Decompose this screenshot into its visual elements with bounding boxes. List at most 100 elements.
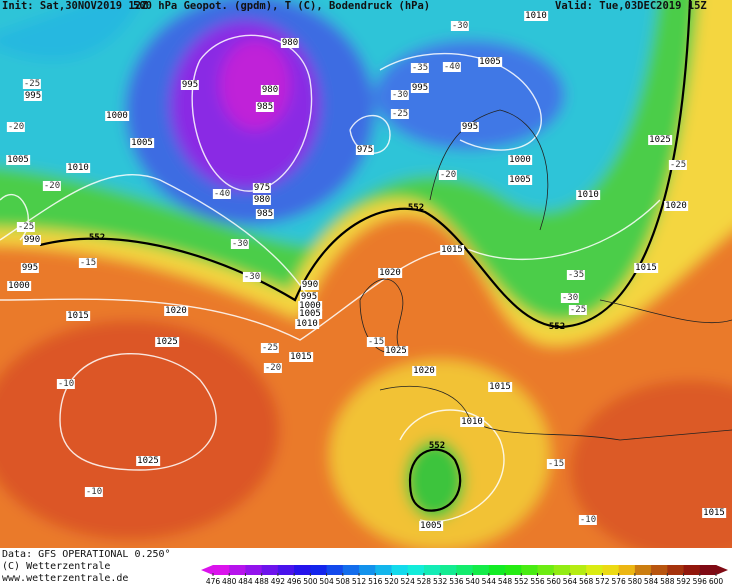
colorbar-label: 572	[595, 577, 610, 586]
isohypse-label: 552	[407, 203, 425, 213]
pressure-label: 1005	[508, 175, 532, 185]
colorbar-swatch	[245, 565, 263, 575]
colorbar-arrow	[201, 565, 213, 575]
isohypse-label: 552	[548, 322, 566, 332]
colorbar-label: 520	[384, 577, 399, 586]
colorbar-label: 508	[336, 577, 351, 586]
pressure-label: 1005	[130, 138, 154, 148]
pressure-label: 995	[180, 80, 200, 90]
temperature-label: -30	[242, 272, 262, 282]
map-title: 500 hPa Geopot. (gpdm), T (C), Bodendruc…	[133, 0, 431, 12]
colorbar-label: 600	[709, 577, 724, 586]
isohypse-label: 552	[428, 441, 446, 451]
temperature-label: -15	[366, 337, 386, 347]
pressure-label: 980	[260, 85, 280, 95]
init-time: Init: Sat,30NOV2019 12Z	[2, 0, 148, 12]
copyright: (C) Wetterzentrale	[2, 561, 111, 572]
colorbar-swatch	[699, 565, 717, 575]
height-field	[0, 0, 732, 548]
colorbar-swatch	[537, 565, 555, 575]
colorbar-label: 496	[287, 577, 302, 586]
isobars	[0, 34, 661, 523]
colorbar-label: 492	[271, 577, 286, 586]
temperature-label: -10	[84, 487, 104, 497]
pressure-label: 1015	[634, 263, 658, 273]
map	[0, 0, 732, 548]
colorbar-label: 480	[222, 577, 237, 586]
colorbar-swatch	[488, 565, 506, 575]
pressure-label: 1005	[298, 309, 322, 319]
isohypse-label: 552	[88, 233, 106, 243]
pressure-label: 990	[300, 280, 320, 290]
pressure-label: 975	[252, 183, 272, 193]
data-source: Data: GFS OPERATIONAL 0.250°	[2, 549, 171, 560]
colorbar-swatch	[602, 565, 620, 575]
colorbar-swatch	[440, 565, 457, 575]
colorbar-label: 524	[401, 577, 416, 586]
temperature-label: -20	[42, 181, 62, 191]
colorbar-label: 532	[433, 577, 448, 586]
colorbar-swatch	[472, 565, 490, 575]
pressure-label: 1025	[136, 456, 160, 466]
pressure-label: 985	[255, 209, 275, 219]
colorbar-swatch	[651, 565, 668, 575]
pressure-label: 1015	[702, 508, 726, 518]
pressure-label: 995	[20, 263, 40, 273]
pressure-label: 1010	[295, 319, 319, 329]
temperature-label: -20	[438, 170, 458, 180]
temperature-label: -10	[56, 379, 76, 389]
colorbar-label: 544	[482, 577, 497, 586]
colorbar-label: 476	[206, 577, 221, 586]
colorbar-swatch	[553, 565, 571, 575]
temperature-label: -30	[450, 21, 470, 31]
colorbar-label: 548	[498, 577, 513, 586]
pressure-label: 1025	[155, 337, 179, 347]
temperature-label: -25	[16, 222, 36, 232]
pressure-label: 1000	[7, 281, 31, 291]
pressure-label: 1015	[66, 311, 90, 321]
colorbar-swatch	[310, 565, 328, 575]
temperature-label: -40	[212, 189, 232, 199]
colorbar-label: 500	[303, 577, 318, 586]
pressure-label: 1010	[460, 417, 484, 427]
colorbar-swatch	[569, 565, 587, 575]
colorbar-swatch	[359, 565, 376, 575]
temperature-label: -20	[6, 122, 26, 132]
colorbar-label: 528	[417, 577, 432, 586]
temperature-label: -25	[668, 160, 688, 170]
temperature-label: -25	[22, 79, 42, 89]
colorbar-swatch	[634, 565, 652, 575]
pressure-label: 1010	[66, 163, 90, 173]
colorbar-label: 560	[547, 577, 562, 586]
pressure-label: 1015	[440, 245, 464, 255]
colorbar-label: 556	[530, 577, 545, 586]
colorbar-swatch	[407, 565, 425, 575]
pressure-label: 995	[460, 122, 480, 132]
pressure-label: 975	[355, 145, 375, 155]
colorbar-label: 488	[255, 577, 270, 586]
colorbar-label: 552	[514, 577, 529, 586]
colorbar-swatch	[423, 565, 441, 575]
colorbar-label: 516	[368, 577, 383, 586]
pressure-label: 1000	[105, 111, 129, 121]
colorbar-label: 588	[660, 577, 675, 586]
temperature-label: -20	[263, 363, 283, 373]
website: www.wetterzentrale.de	[2, 573, 129, 584]
temperature-label: -30	[560, 293, 580, 303]
colorbar-label: 576	[611, 577, 626, 586]
pressure-label: 1000	[298, 301, 322, 311]
colorbar-swatch	[521, 565, 539, 575]
colorbar: 476 480 484 488 492 496 500 504 508 512 516 520 524 5…	[201, 565, 728, 586]
colorbar-label: 536	[449, 577, 464, 586]
pressure-label: 1025	[384, 346, 408, 356]
pressure-label: 980	[280, 38, 300, 48]
pressure-label: 1020	[378, 268, 402, 278]
pressure-label: 1015	[488, 382, 512, 392]
colorbar-label: 512	[352, 577, 367, 586]
pressure-label: 1010	[524, 11, 548, 21]
colorbar-label: 568	[579, 577, 594, 586]
temperature-label: -25	[568, 305, 588, 315]
colorbar-swatch	[261, 565, 279, 575]
temperature-label: -10	[578, 515, 598, 525]
colorbar-swatch	[683, 565, 701, 575]
